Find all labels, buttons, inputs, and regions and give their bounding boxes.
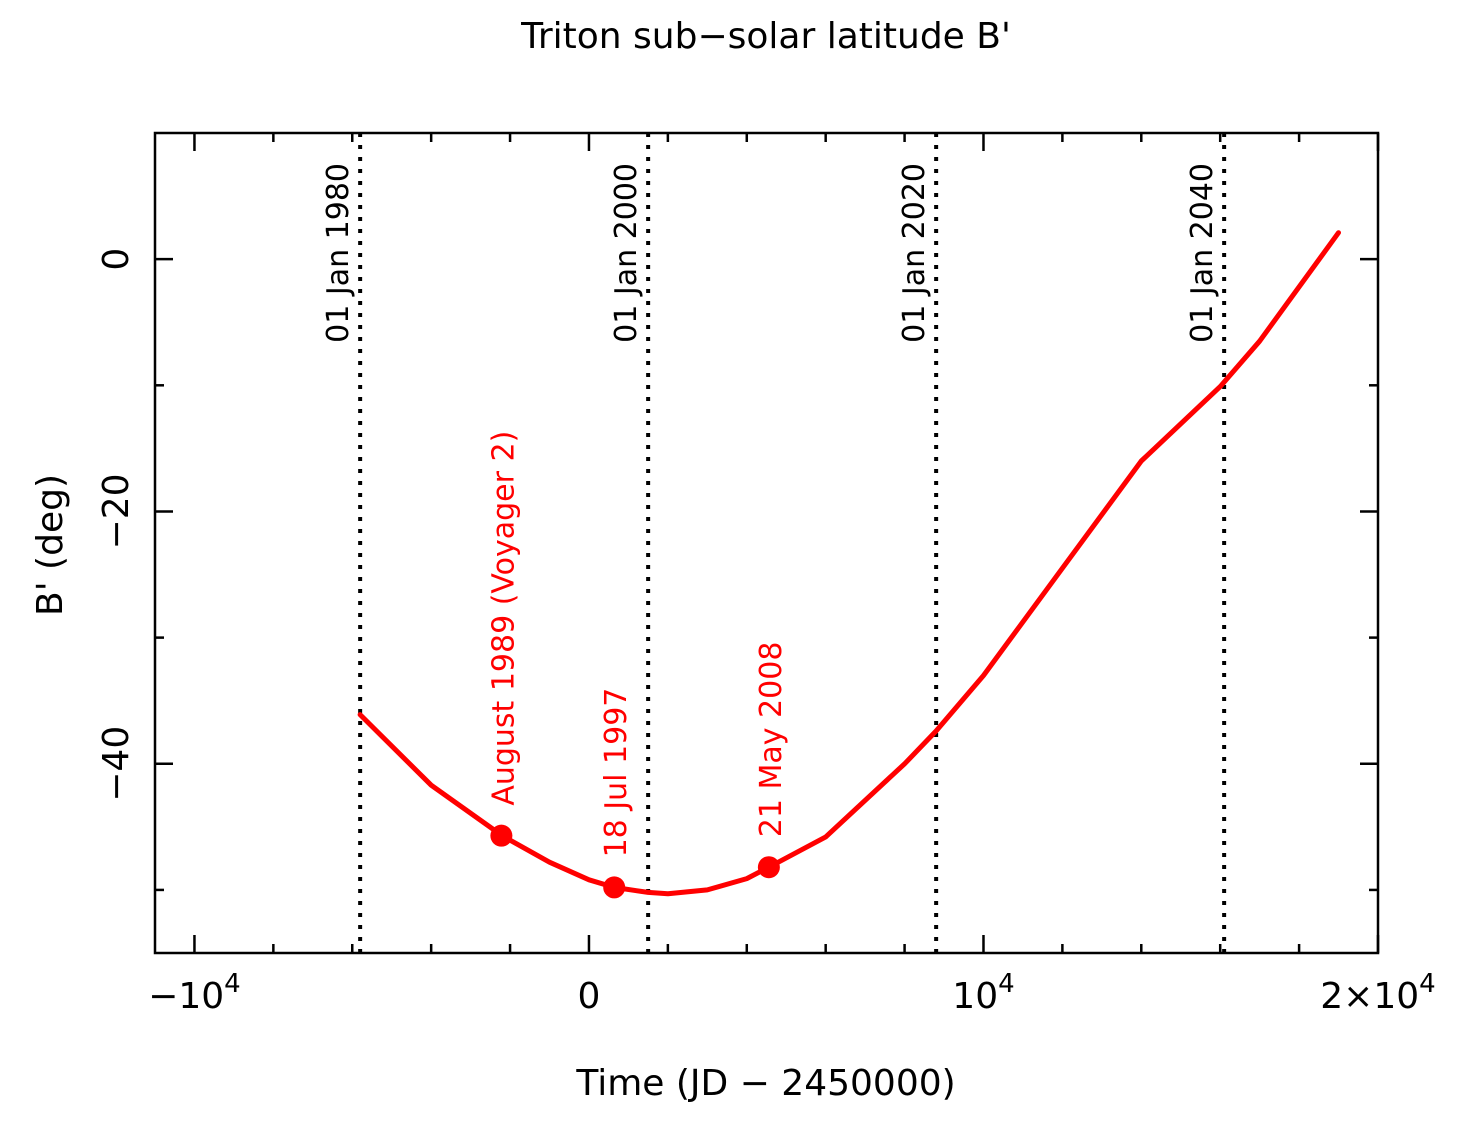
marked-point	[757, 856, 780, 879]
marked-point	[603, 876, 626, 899]
x-tick-label-exponent: 4	[224, 969, 241, 999]
plot-frame	[153, 131, 1380, 955]
x-axis-label: Time (JD − 2450000)	[575, 1063, 955, 1104]
series-layer	[357, 230, 1341, 897]
x-tick-label-base: 0	[578, 976, 601, 1017]
vertical-date-lines: 01 Jan 1980 01 Jan 2000 01 Jan 2020 01 Jan …	[321, 133, 1227, 953]
date-line-label: 01 Jan 2020	[897, 163, 932, 343]
tick-marks	[155, 133, 1380, 953]
date-line-label: 01 Jan 2040	[1185, 163, 1220, 343]
chart-title: Triton sub−solar latitude B'	[520, 16, 1011, 57]
date-line-label: 01 Jan 2000	[609, 163, 644, 343]
axes	[153, 131, 1380, 955]
x-tick-label-base: 10	[952, 976, 998, 1017]
x-tick-label: 0	[578, 976, 601, 1017]
x-tick-label: −104	[148, 969, 241, 1017]
y-axis-label: B' (deg)	[30, 474, 71, 616]
y-tick-label: 0	[96, 248, 137, 271]
x-tick-label-base: 2×10	[1320, 976, 1419, 1017]
x-tick-label-base: −10	[148, 976, 224, 1017]
date-line-label: 01 Jan 1980	[321, 163, 356, 343]
x-tick-label-exponent: 4	[998, 969, 1015, 999]
x-tick-label: 104	[952, 969, 1014, 1017]
marked-points: August 1989 (Voyager 2) 18 Jul 1997 21 May…	[486, 431, 789, 899]
marked-point	[490, 824, 513, 847]
marked-point-label: 18 Jul 1997	[599, 688, 634, 858]
marked-point-label: August 1989 (Voyager 2)	[486, 431, 521, 806]
marked-point-label: 21 May 2008	[754, 642, 789, 838]
series-line	[357, 230, 1341, 897]
x-tick-label-exponent: 4	[1419, 969, 1436, 999]
y-tick-label: −40	[96, 726, 137, 802]
y-tick-label: −20	[96, 473, 137, 549]
x-tick-label: 2×104	[1320, 969, 1435, 1017]
